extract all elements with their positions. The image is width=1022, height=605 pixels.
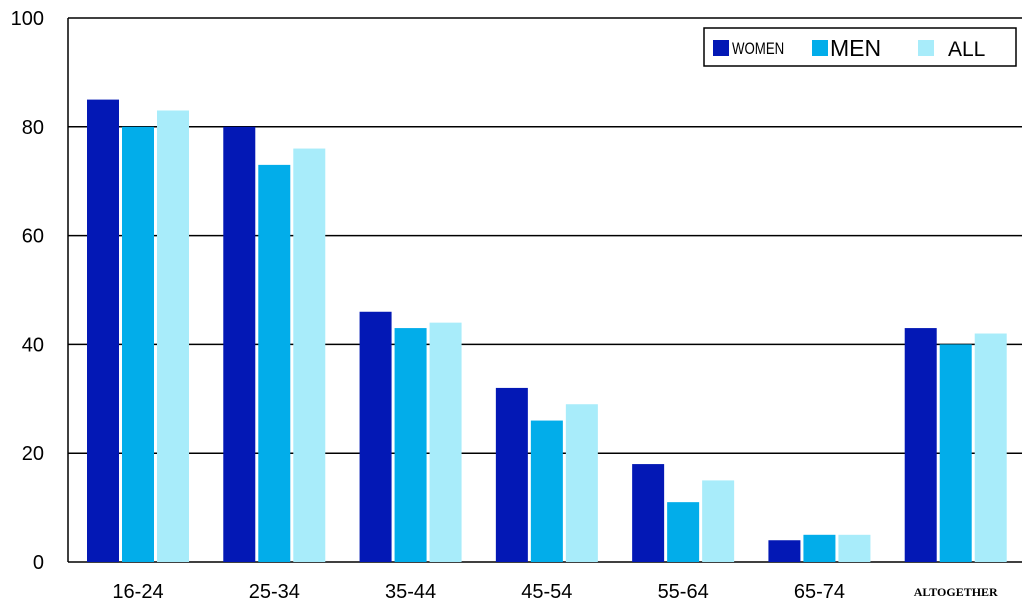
y-tick-label: 40	[22, 334, 44, 356]
bar-all-16-24	[157, 110, 189, 562]
bar-women-16-24	[87, 99, 119, 562]
x-category-label: 55-64	[658, 581, 709, 603]
x-category-label: 25-34	[249, 581, 300, 603]
bar-men-55-64	[667, 502, 700, 562]
y-tick-label: 80	[22, 117, 44, 139]
legend-swatch-men	[812, 40, 828, 56]
bar-all-65-74	[838, 534, 871, 562]
bar-all-45-54	[565, 404, 598, 562]
bar-men-altogether	[939, 344, 972, 562]
x-category-label: 65-74	[794, 581, 845, 603]
bar-women-25-34	[223, 126, 256, 563]
legend: WOMEN MEN ALL	[703, 27, 1017, 67]
x-axis-categories: 16-24 25-34 35-44 45-54 55-64 65-74 ALTOGETHER	[112, 581, 998, 603]
bar-all-25-34	[293, 148, 326, 562]
bar-men-35-44	[394, 328, 427, 562]
bar-men-16-24	[122, 126, 154, 563]
x-category-label: ALTOGETHER	[914, 585, 998, 599]
legend-label-all: ALL	[948, 38, 985, 61]
y-tick-label: 20	[22, 443, 44, 465]
legend-box	[703, 27, 1017, 67]
x-category-label: 35-44	[385, 581, 436, 603]
bar-men-25-34	[258, 164, 291, 562]
y-tick-label: 100	[11, 8, 44, 30]
bar-women-35-44	[359, 311, 392, 562]
legend-label-men: MEN	[830, 35, 881, 61]
legend-swatch-women	[713, 40, 729, 56]
bar-all-altogether	[974, 333, 1007, 562]
y-tick-label: 0	[33, 552, 44, 574]
bar-women-65-74	[768, 540, 801, 562]
legend-swatch-all	[918, 40, 934, 56]
bar-all-55-64	[702, 480, 735, 562]
bars	[87, 99, 1007, 563]
legend-label-women: WOMEN	[732, 40, 784, 59]
y-axis-ticks: 0 20 40 60 80 100	[11, 8, 44, 574]
bar-women-45-54	[495, 387, 528, 562]
x-category-label: 45-54	[521, 581, 572, 603]
bar-women-altogether	[904, 328, 937, 562]
bar-men-45-54	[530, 420, 563, 562]
bar-all-35-44	[429, 322, 462, 562]
bar-women-55-64	[632, 464, 665, 562]
x-category-label: 16-24	[112, 581, 163, 603]
bar-men-65-74	[803, 534, 836, 562]
y-tick-label: 60	[22, 226, 44, 248]
